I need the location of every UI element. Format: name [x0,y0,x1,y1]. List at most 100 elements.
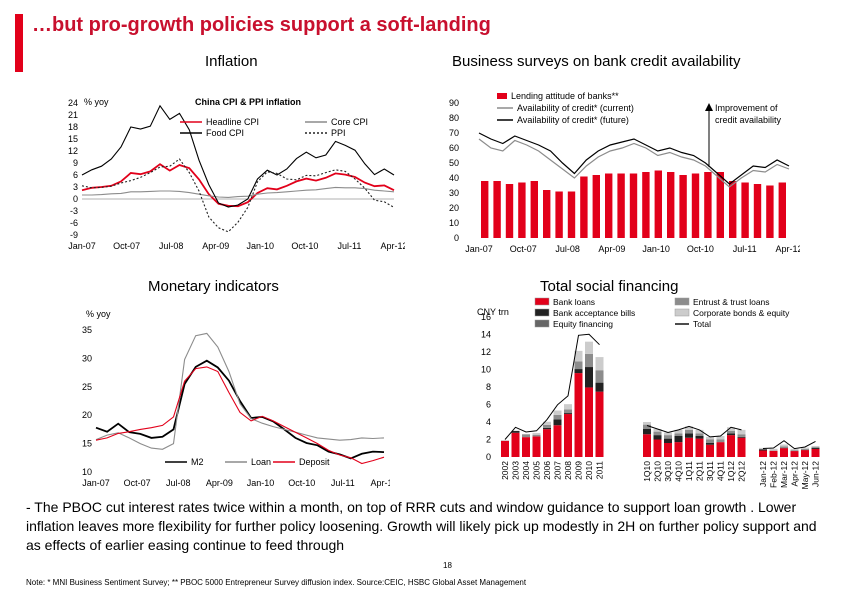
stack-segment [585,341,593,354]
credit-bar [778,182,786,238]
y-tick-label: 90 [449,98,459,108]
x-tick-label: Jul-11 [337,241,361,251]
credit-bar [605,173,613,238]
section-business: Business surveys on bank credit availabi… [452,53,741,70]
legend-swatch [497,93,507,99]
y-tick-label: 21 [68,110,78,120]
stack-segment [695,438,704,457]
credit-bar [729,181,737,238]
legend-label: M2 [191,457,204,467]
stack-segment [811,445,820,448]
y-tick-label: 20 [449,203,459,213]
y-axis-label: CNY trn [477,307,509,317]
credit-bar [493,181,501,238]
stack-segment [543,421,551,425]
stack-segment [585,387,593,457]
stack-segment [716,442,725,457]
stack-segment [790,451,799,457]
stack-segment [674,429,683,434]
stack-segment [780,446,788,448]
x-tick-label: Jan-10 [247,241,275,251]
credit-bar [667,172,675,238]
y-tick-label: 2 [486,435,491,445]
stack-segment [706,444,714,457]
credit-bar [543,190,551,238]
stack-segment [653,431,662,436]
stack-segment [532,432,541,435]
legend-label: Entrust & trust loans [693,297,770,307]
annotation-arrowhead [705,103,713,111]
legend-label: Core CPI [331,117,368,127]
stack-segment [643,429,651,435]
stack-segment [759,450,767,457]
stack-segment [532,434,541,437]
stack-segment [811,447,820,449]
stack-segment [737,436,746,438]
stack-segment [511,432,520,457]
y-tick-label: 35 [82,325,92,335]
legend-label: Equity financing [553,319,613,329]
stack-segment [553,410,562,415]
series-line-core-cpi [82,186,395,198]
credit-bar [592,175,600,238]
x-tick-label: Oct-10 [291,241,318,251]
category-label: 2002 [500,461,510,480]
series-line-deposit [95,366,385,465]
stack-segment [574,369,583,374]
stack-segment [543,429,551,457]
category-label: 3Q10 [663,461,673,482]
credit-bar [642,172,650,238]
stack-segment [543,424,551,428]
stack-segment [553,425,562,457]
section-monetary: Monetary indicators [148,278,279,295]
category-label: Jan-12 [758,461,768,487]
series-line-future [478,132,790,185]
credit-bar [505,184,514,238]
stack-segment [790,448,799,451]
stack-segment [585,353,593,368]
stack-segment [811,447,820,448]
legend-label: Headline CPI [206,117,259,127]
x-tick-label: Oct-10 [687,244,714,254]
y-tick-label: -9 [70,230,78,240]
stack-segment [664,443,672,457]
series-line-headline-cpi [81,163,395,208]
y-tick-label: 70 [449,128,459,138]
stack-segment [737,429,746,435]
stack-segment [801,447,809,449]
legend-label: Deposit [299,457,330,467]
stack-segment [716,439,725,443]
y-tick-label: 18 [68,122,78,132]
stack-segment [674,436,683,443]
y-tick-label: 30 [449,188,459,198]
y-tick-label: 40 [449,173,459,183]
legend-label: Lending attitude of banks** [511,91,619,101]
x-tick-label: Jan-10 [642,244,670,254]
total-line [762,440,816,450]
stack-segment [511,431,520,433]
category-label: 1Q12 [726,461,736,482]
credit-bar [679,175,687,238]
annotation-text: Improvement of [715,103,778,113]
stack-segment [564,404,572,410]
category-label: 2009 [574,461,584,480]
x-tick-label: Jan-07 [68,241,96,251]
stack-segment [501,440,509,441]
category-label: 2010 [584,461,594,480]
stack-segment [574,350,583,362]
slide-title: …but pro-growth policies support a soft-… [32,14,491,36]
stack-segment [727,427,735,431]
footnote: Note: * MNI Business Sentiment Survey; *… [26,578,527,587]
stack-segment [790,450,799,452]
stack-segment [695,436,704,439]
stack-segment [643,424,651,429]
y-tick-label: 14 [481,330,491,340]
y-tick-label: 10 [449,218,459,228]
stack-segment [727,433,735,436]
category-label: 2011 [595,461,605,480]
x-tick-label: Apr-09 [206,478,233,488]
legend-swatch [674,297,690,306]
legend-label: Food CPI [206,128,244,138]
